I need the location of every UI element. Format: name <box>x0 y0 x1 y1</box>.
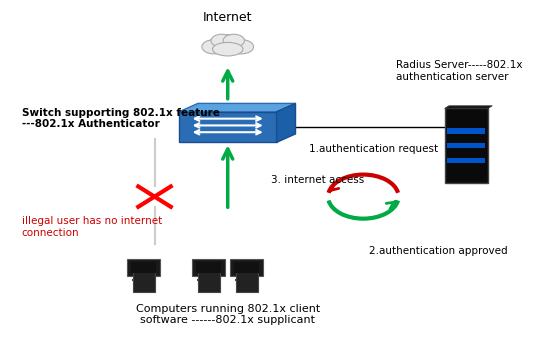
Polygon shape <box>276 103 295 142</box>
Text: Internet: Internet <box>203 11 253 24</box>
FancyBboxPatch shape <box>131 262 156 273</box>
Polygon shape <box>445 106 492 108</box>
Ellipse shape <box>211 34 232 47</box>
Ellipse shape <box>229 40 253 54</box>
Text: illegal user has no internet
connection: illegal user has no internet connection <box>22 216 162 238</box>
Polygon shape <box>179 103 295 112</box>
Text: Computers running 802.1x client
software ------802.1x supplicant: Computers running 802.1x client software… <box>135 304 320 325</box>
FancyBboxPatch shape <box>133 270 154 292</box>
FancyBboxPatch shape <box>192 259 225 276</box>
Text: 1.authentication request: 1.authentication request <box>309 144 438 154</box>
FancyBboxPatch shape <box>230 259 263 276</box>
FancyBboxPatch shape <box>236 270 258 292</box>
Ellipse shape <box>208 35 247 53</box>
FancyBboxPatch shape <box>447 158 486 163</box>
FancyBboxPatch shape <box>196 262 222 273</box>
Text: Switch supporting 802.1x feature
---802.1x Authenticator: Switch supporting 802.1x feature ---802.… <box>22 108 220 129</box>
Text: 3. internet access: 3. internet access <box>271 175 364 185</box>
Text: 2.authentication approved: 2.authentication approved <box>369 246 507 256</box>
FancyBboxPatch shape <box>447 128 486 134</box>
FancyBboxPatch shape <box>198 270 220 292</box>
Polygon shape <box>179 112 276 142</box>
FancyBboxPatch shape <box>447 143 486 148</box>
FancyBboxPatch shape <box>127 259 160 276</box>
Text: Radius Server-----802.1x
authentication server: Radius Server-----802.1x authentication … <box>396 60 523 82</box>
Ellipse shape <box>202 40 226 54</box>
FancyBboxPatch shape <box>234 262 259 273</box>
Ellipse shape <box>223 34 244 47</box>
Ellipse shape <box>212 42 243 56</box>
FancyBboxPatch shape <box>445 108 488 183</box>
